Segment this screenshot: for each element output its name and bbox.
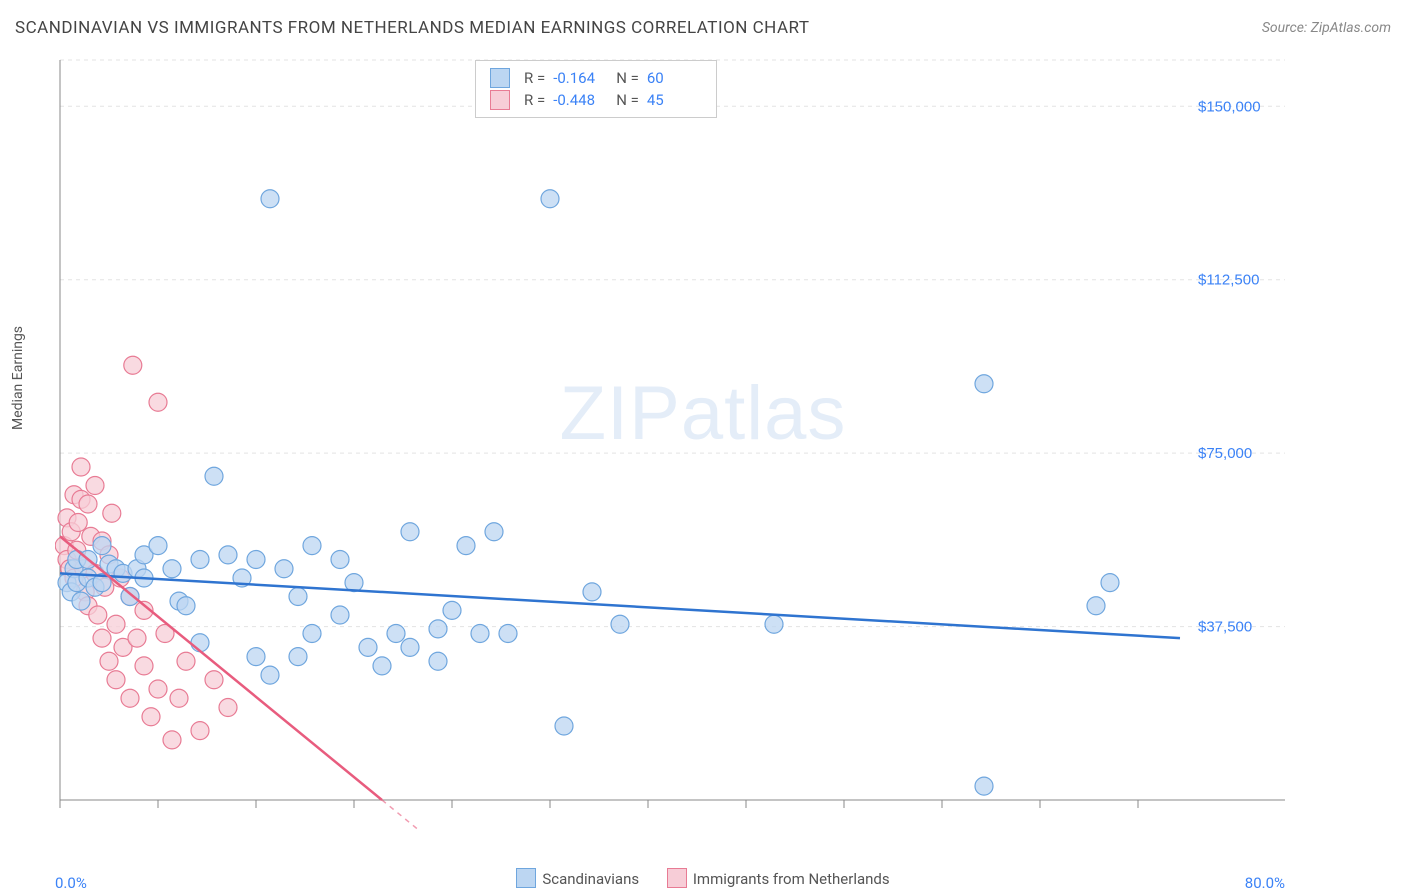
n-label: N = bbox=[616, 67, 639, 89]
y-axis-label: Median Earnings bbox=[10, 326, 26, 430]
source-attribution: Source: ZipAtlas.com bbox=[1262, 20, 1391, 36]
svg-text:$112,500: $112,500 bbox=[1198, 272, 1259, 289]
swatch-netherlands-icon bbox=[667, 868, 687, 888]
chart-title: SCANDINAVIAN VS IMMIGRANTS FROM NETHERLA… bbox=[15, 18, 810, 38]
r-value-scandinavians: -0.164 bbox=[553, 67, 608, 89]
legend-row-scandinavians: R = -0.164 N = 60 bbox=[490, 67, 702, 89]
swatch-netherlands-icon bbox=[490, 90, 510, 110]
svg-text:$75,000: $75,000 bbox=[1198, 445, 1252, 462]
svg-text:$150,000: $150,000 bbox=[1198, 98, 1261, 115]
swatch-scandinavians-icon bbox=[490, 68, 510, 88]
swatch-scandinavians-icon bbox=[516, 868, 536, 888]
r-label: R = bbox=[524, 67, 545, 89]
legend-item-scandinavians: Scandinavians bbox=[516, 870, 642, 888]
svg-text:$37,500: $37,500 bbox=[1198, 619, 1252, 636]
chart-canvas: $37,500 $75,000 $112,500 $150,000 bbox=[55, 55, 1285, 830]
legend-label-scandinavians: Scandinavians bbox=[542, 870, 639, 888]
correlation-legend: R = -0.164 N = 60 R = -0.448 N = 45 bbox=[475, 60, 717, 118]
legend-row-netherlands: R = -0.448 N = 45 bbox=[490, 89, 702, 111]
n-value-scandinavians: 60 bbox=[647, 67, 702, 89]
r-value-netherlands: -0.448 bbox=[553, 89, 608, 111]
n-label: N = bbox=[616, 89, 639, 111]
scatter-chart: $37,500 $75,000 $112,500 $150,000 bbox=[55, 55, 1285, 830]
legend-item-netherlands: Immigrants from Netherlands bbox=[667, 870, 890, 888]
series-legend: Scandinavians Immigrants from Netherland… bbox=[0, 868, 1406, 888]
n-value-netherlands: 45 bbox=[647, 89, 702, 111]
r-label: R = bbox=[524, 89, 545, 111]
legend-label-netherlands: Immigrants from Netherlands bbox=[693, 870, 890, 888]
